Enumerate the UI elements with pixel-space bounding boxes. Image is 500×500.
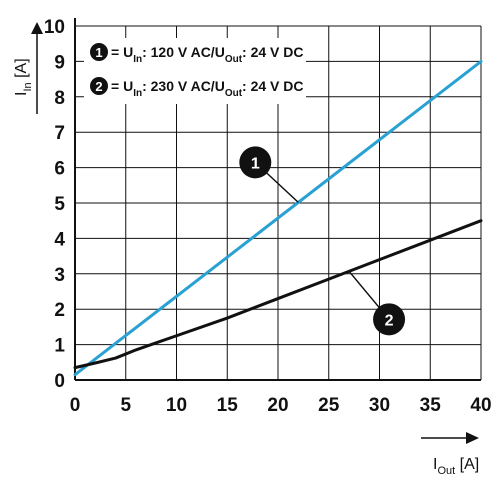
- callout-badge-1: [239, 146, 272, 179]
- y-tick-label: 9: [54, 52, 65, 73]
- x-tick-label: 40: [470, 395, 491, 416]
- x-tick-label: 5: [120, 395, 131, 416]
- x-tick-label: 10: [166, 395, 187, 416]
- legend-badge-1: [90, 43, 108, 61]
- callout-number-2: 2: [385, 312, 394, 329]
- series-lines: [73, 59, 483, 377]
- y-tick-label: 5: [54, 194, 65, 215]
- series-line-1: [73, 59, 483, 377]
- x-axis-arrow-head: [466, 432, 479, 444]
- y-tick-label: 7: [54, 123, 65, 144]
- x-tick-label: 35: [420, 395, 442, 416]
- x-tick-label: 20: [267, 395, 288, 416]
- y-tick-label: 3: [54, 265, 65, 286]
- x-tick-label: 25: [318, 395, 340, 416]
- legend-background: [84, 38, 306, 104]
- x-tick-label: 30: [369, 395, 390, 416]
- y-tick-label: 10: [44, 17, 65, 38]
- x-axis-label: IOut [A]: [433, 456, 479, 477]
- series-line-2: [73, 219, 483, 370]
- y-tick-label: 2: [54, 300, 65, 321]
- y-tick-label: 8: [54, 88, 65, 109]
- y-tick-label: 4: [54, 229, 65, 250]
- legend-entry-1: = UIn: 120 V AC/UOut: 24 V DC: [111, 44, 304, 65]
- callout-badge-2: [373, 303, 406, 336]
- legend-badge-number-2: 2: [95, 79, 102, 94]
- y-tick-label: 1: [54, 336, 65, 357]
- x-tick-label: 15: [217, 395, 239, 416]
- legend-badge-number-1: 1: [95, 45, 102, 60]
- y-axis-arrow-head: [31, 22, 43, 34]
- callout-number-1: 1: [251, 155, 260, 172]
- legend-entry-2: = UIn: 230 V AC/UOut: 24 V DC: [111, 78, 304, 99]
- legend-badge-2: [90, 77, 108, 95]
- axis-labels: IIn [A] IOut [A]: [13, 22, 479, 477]
- y-tick-label: 0: [54, 371, 65, 392]
- y-axis-label: IIn [A]: [13, 58, 34, 96]
- legend: 1 = UIn: 120 V AC/UOut: 24 V DC 2 = UIn: 23…: [84, 38, 306, 104]
- y-tick-label: 6: [54, 159, 65, 180]
- callouts: 12: [239, 146, 406, 336]
- x-tick-label: 0: [70, 395, 81, 416]
